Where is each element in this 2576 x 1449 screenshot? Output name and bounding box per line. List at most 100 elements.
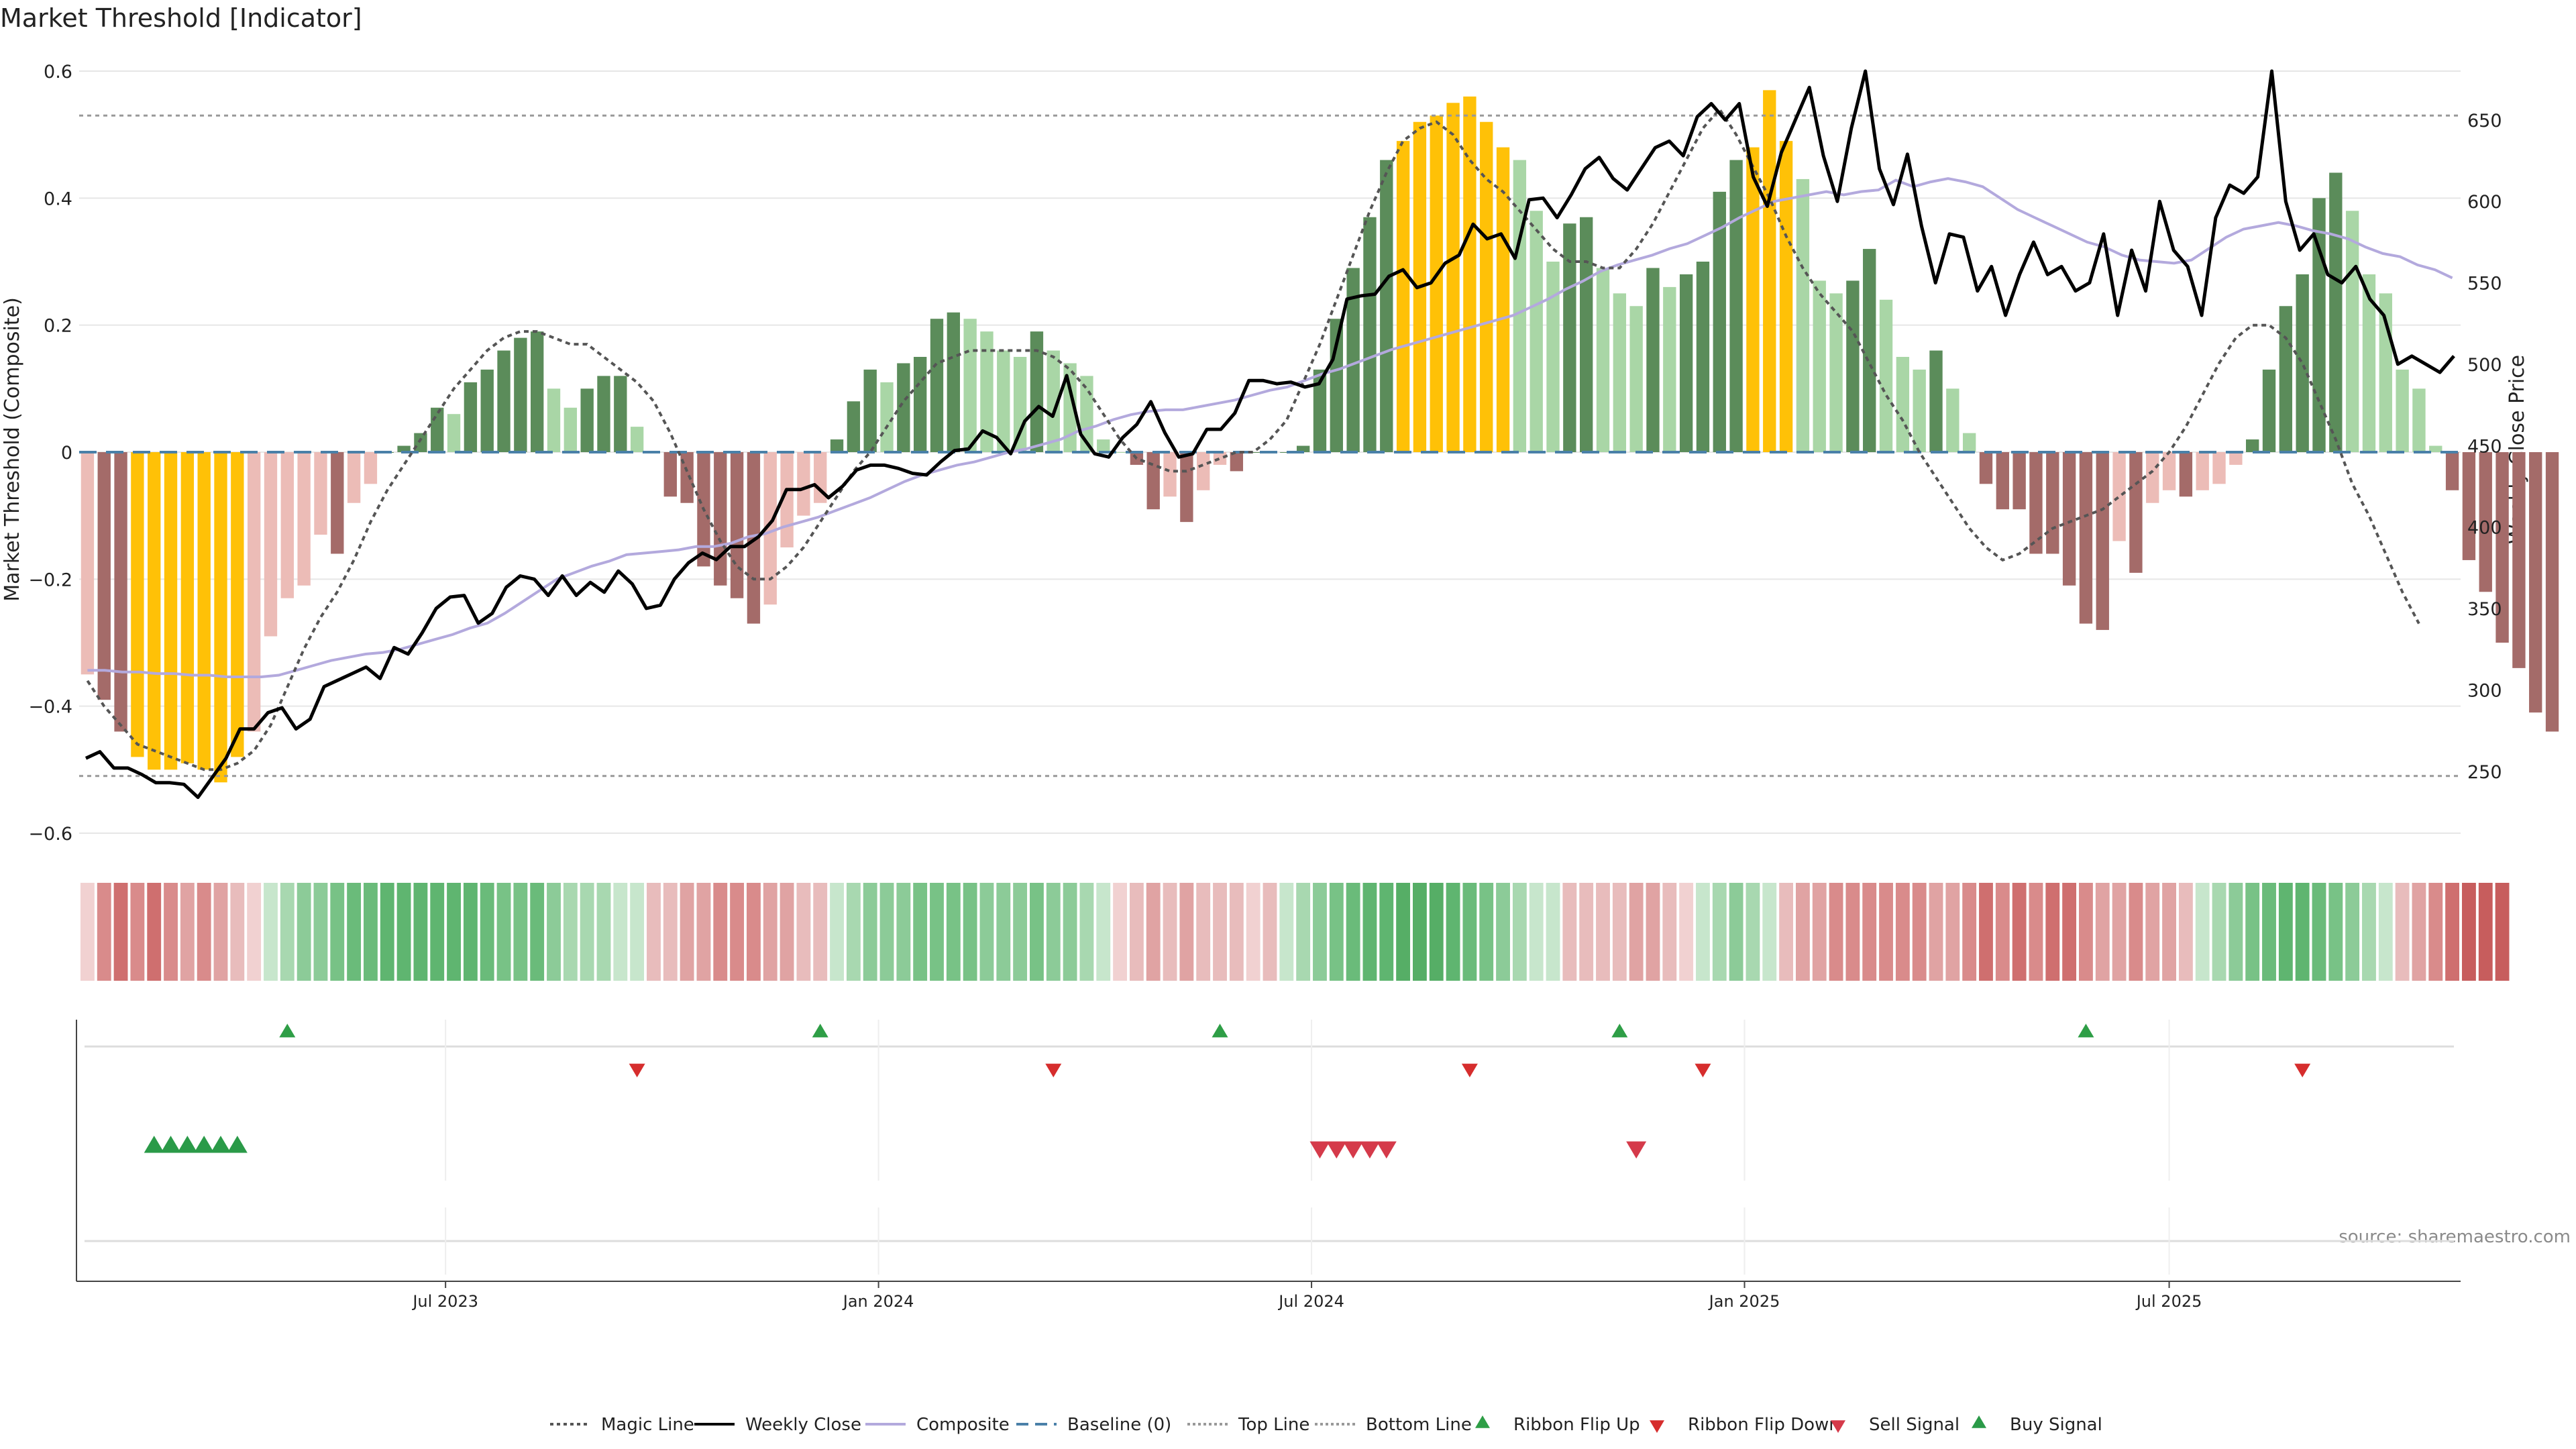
buy-signal-marker [211, 1136, 231, 1153]
composite-bar [280, 452, 294, 598]
y-tick-right: 250 [2467, 762, 2502, 783]
ribbon-cell [1313, 883, 1327, 981]
ribbon-cell [996, 883, 1011, 981]
ribbon-cell [647, 883, 661, 981]
ribbon-cell [413, 883, 428, 981]
composite-bar [714, 452, 727, 586]
composite-bar [2112, 452, 2126, 541]
composite-bar [1879, 299, 1893, 452]
y-tick-right: 650 [2467, 111, 2502, 131]
composite-bar [580, 388, 594, 452]
ribbon-cell [1346, 883, 1360, 981]
ribbon-cell [547, 883, 561, 981]
sell-signal-marker [1326, 1141, 1347, 1159]
ribbon-cell [364, 883, 378, 981]
buy-signal-marker [160, 1136, 181, 1153]
ribbon-cell [1612, 883, 1627, 981]
ribbon-cell [2245, 883, 2260, 981]
composite-bar [980, 331, 994, 452]
ribbon-cell [313, 883, 328, 981]
ribbon-cell [963, 883, 977, 981]
ribbon-cell [1579, 883, 1594, 981]
composite-bar [564, 407, 578, 452]
ribbon-cell [1596, 883, 1610, 981]
sell-signal-marker [1359, 1141, 1380, 1159]
ribbon-cell [1129, 883, 1144, 981]
ribbon-cell [946, 883, 961, 981]
ribbon-flip-up-marker [1611, 1024, 1628, 1038]
ribbon-cell [1113, 883, 1127, 981]
x-axis-layer: Jul 2023 Jan 2024 Jul 2024 Jan 2025 Jul 2025 [76, 1020, 2461, 1311]
ribbon-flip-up-marker [812, 1024, 828, 1038]
composite-bar [480, 369, 494, 452]
composite-bar [1579, 217, 1593, 452]
ribbon-cell [2278, 883, 2293, 981]
composite-bar [2279, 306, 2293, 452]
composite-bar [1480, 121, 1493, 452]
composite-bar [2029, 452, 2043, 554]
sell-signal-marker [1309, 1141, 1330, 1159]
composite-bar [1313, 369, 1327, 452]
ribbon-cell [1929, 883, 1943, 981]
lines-layer [79, 69, 2461, 800]
composite-bar [314, 452, 327, 535]
composite-bar [1996, 452, 2009, 510]
y-tick-left: 0.6 [44, 62, 72, 83]
legend-item: Bottom Line [1315, 1415, 1472, 1435]
ribbon-cell [247, 883, 262, 981]
composite-bar [1163, 452, 1177, 497]
ribbon-cell [2212, 883, 2226, 981]
ribbon-cell [1479, 883, 1494, 981]
ribbon-cell [1995, 883, 2010, 981]
buy-signal-marker [144, 1136, 164, 1153]
legend-item: Magic Line [550, 1415, 694, 1435]
ribbon-cell [2312, 883, 2326, 981]
ribbon-cell [164, 883, 178, 981]
composite-bar [347, 452, 361, 503]
composite-bar [264, 452, 278, 637]
legend-item: Sell Signal [1831, 1415, 1960, 1435]
ribbon-cell [2045, 883, 2060, 981]
ribbon-cell [113, 883, 128, 981]
composite-bar [1380, 160, 1393, 453]
ribbon-cell [1462, 883, 1477, 981]
composite-bar [2162, 452, 2176, 490]
composite-bar [2146, 452, 2159, 503]
ribbon-cell [2262, 883, 2276, 981]
ribbon-cell [2195, 883, 2210, 981]
ribbon-cell [1812, 883, 1827, 981]
ribbon-cell [846, 883, 861, 981]
composite-bar [1446, 103, 1460, 453]
ribbon-cell [230, 883, 245, 981]
composite-bar [97, 452, 111, 700]
legend-item: Top Line [1187, 1415, 1309, 1435]
x-tick-label: Jul 2024 [1277, 1292, 1344, 1311]
composite-bar [1846, 280, 1860, 452]
ribbon-cell [1646, 883, 1660, 981]
legend-item: Weekly Close [694, 1415, 861, 1435]
composite-bar [2445, 452, 2459, 490]
ribbon-cell [530, 883, 545, 981]
composite-bar [114, 452, 127, 732]
ribbon-cell [630, 883, 645, 981]
composite-bar [963, 319, 977, 452]
composite-bar [1346, 268, 1360, 452]
ribbon-cell [130, 883, 145, 981]
ribbon-cell [2062, 883, 2077, 981]
ribbon-cell [380, 883, 394, 981]
legend-label: Ribbon Flip Down [1688, 1415, 1840, 1435]
composite-bar [747, 452, 761, 624]
signals-layer [85, 1020, 2454, 1275]
chart-title: Market Threshold [Indicator] [0, 3, 362, 33]
ribbon-cell [330, 883, 345, 981]
composite-bar [1546, 262, 1560, 452]
ribbon-cell [463, 883, 478, 981]
ribbon-cell [1529, 883, 1544, 981]
composite-bar [814, 452, 827, 503]
legend-item: Baseline (0) [1016, 1415, 1171, 1435]
ribbon-cell [1396, 883, 1411, 981]
composite-bar [897, 363, 910, 452]
ribbon-cell [80, 883, 95, 981]
composite-bar [1746, 147, 1760, 452]
ribbon-cell [1063, 883, 1077, 981]
